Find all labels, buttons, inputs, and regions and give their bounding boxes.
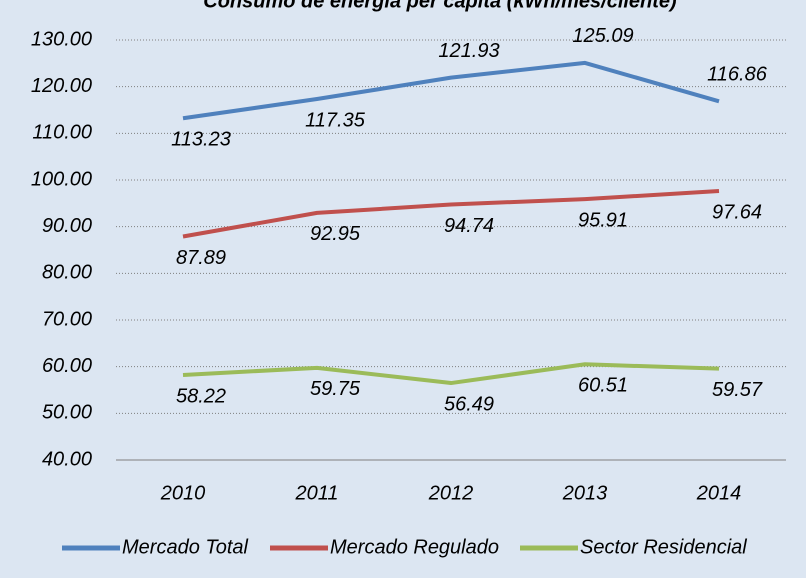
y-tick-label: 60.00 (42, 355, 92, 377)
data-label: 121.93 (438, 40, 499, 62)
data-label: 116.86 (707, 64, 768, 86)
x-tick-label: 2010 (160, 482, 206, 504)
data-label: 117.35 (305, 109, 366, 131)
data-label: 56.49 (444, 393, 494, 415)
data-label: 95.91 (578, 209, 628, 231)
legend-label: Mercado Regulado (330, 536, 499, 558)
y-tick-label: 40.00 (42, 448, 92, 470)
data-label: 59.57 (712, 379, 763, 401)
y-tick-label: 90.00 (42, 215, 92, 237)
data-label: 60.51 (578, 375, 628, 397)
y-tick-label: 120.00 (31, 75, 92, 97)
x-tick-label: 2013 (562, 482, 608, 504)
x-tick-label: 2014 (696, 482, 742, 504)
series-line (182, 189, 720, 239)
y-tick-label: 110.00 (32, 122, 92, 144)
y-tick-label: 70.00 (42, 308, 92, 330)
data-label: 94.74 (444, 215, 494, 237)
data-label: 92.95 (310, 223, 361, 245)
series-line (182, 60, 720, 121)
data-label: 97.64 (712, 201, 762, 223)
chart-title: Consumo de energía per cápita (kWh/mes/c… (203, 0, 677, 12)
legend-label: Sector Residencial (580, 536, 747, 558)
y-tick-label: 50.00 (42, 402, 92, 424)
data-label: 125.09 (572, 25, 633, 47)
x-tick-label: 2011 (294, 482, 338, 504)
data-label: 87.89 (176, 247, 226, 269)
series-line (182, 362, 720, 386)
x-tick-label: 2012 (428, 482, 474, 504)
y-tick-label: 80.00 (42, 262, 92, 284)
y-tick-label: 100.00 (31, 168, 92, 190)
data-label: 58.22 (176, 385, 226, 407)
legend-label: Mercado Total (122, 536, 249, 558)
y-tick-label: 130.00 (31, 28, 92, 50)
data-label: 113.23 (171, 129, 231, 151)
data-label: 59.75 (310, 378, 361, 400)
